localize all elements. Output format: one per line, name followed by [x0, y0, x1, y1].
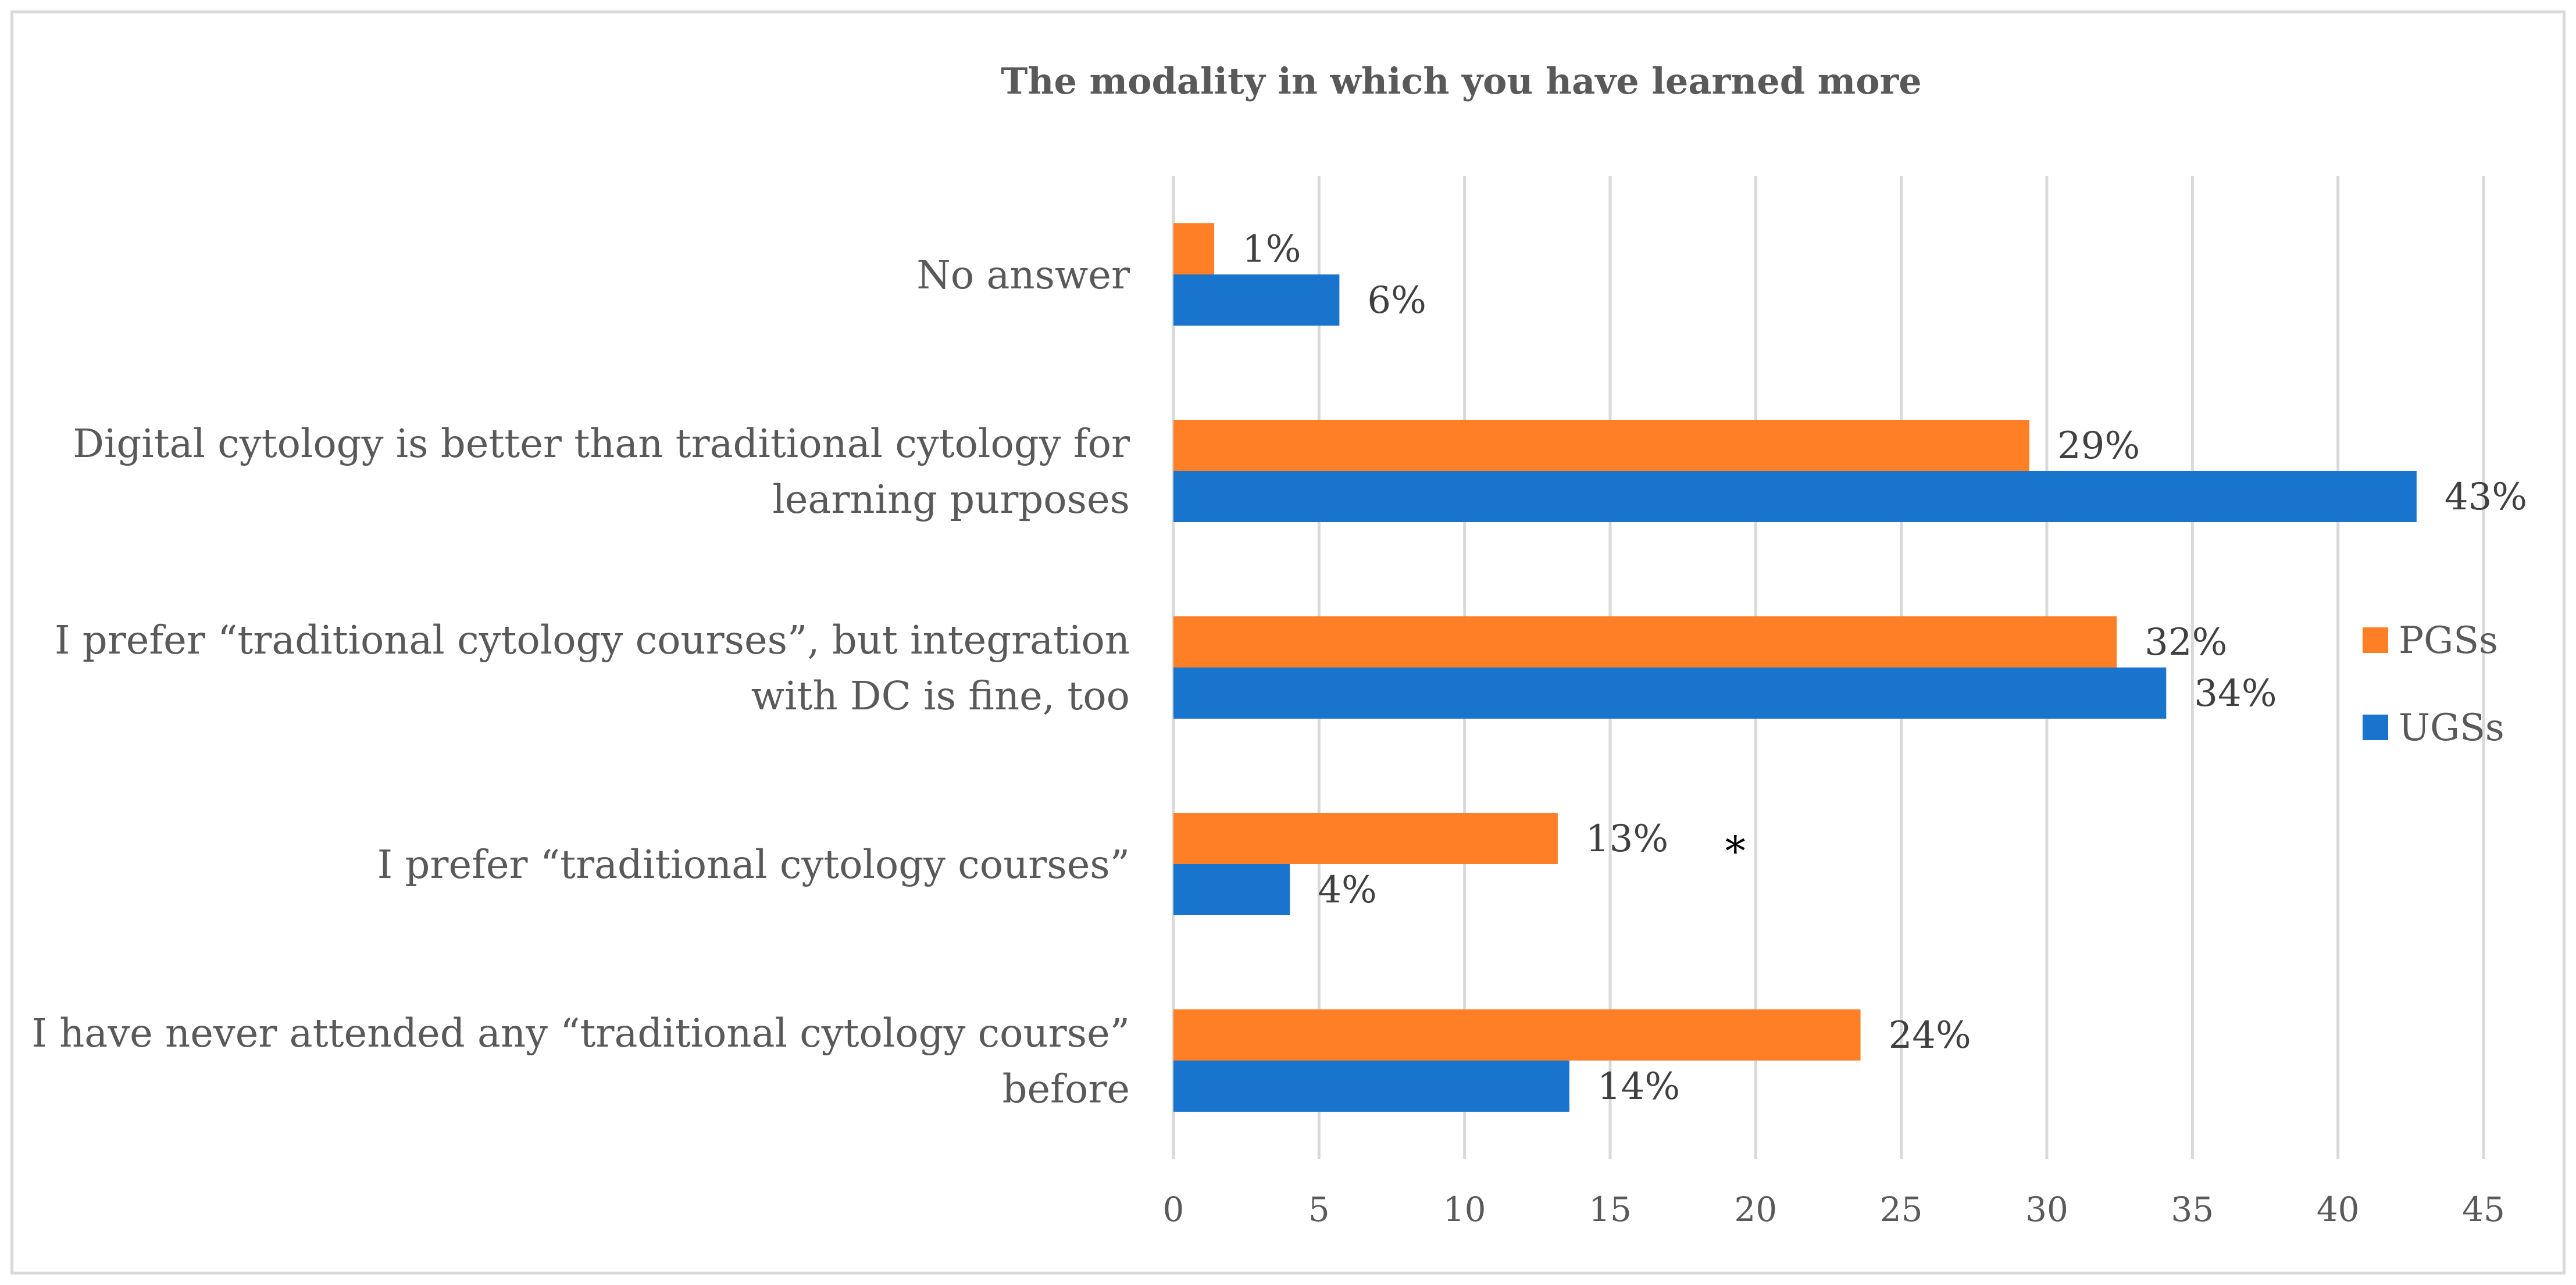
- x-tick-label: 5: [1308, 1190, 1330, 1229]
- chart-frame: The modality in which you have learned m…: [10, 10, 2566, 1275]
- data-label: 43%: [2445, 476, 2527, 519]
- annotations: *: [1725, 827, 1746, 875]
- category-labels: No answer Digital cytology is better than…: [31, 252, 1130, 1112]
- data-label: 24%: [1889, 1014, 1971, 1057]
- category-label: with DC is fine, too: [751, 673, 1130, 719]
- x-tick-label: 30: [2025, 1190, 2068, 1229]
- data-label: 4%: [1318, 869, 1377, 912]
- bar-pgss: [1173, 223, 1215, 274]
- category-label: I have never attended any “traditional c…: [31, 1011, 1130, 1056]
- data-label: 6%: [1367, 279, 1426, 322]
- x-tick-label: 0: [1163, 1190, 1184, 1229]
- legend: PGSs UGSs: [2363, 619, 2504, 749]
- x-tick-label: 10: [1443, 1190, 1486, 1229]
- bar-pgss: [1173, 420, 2029, 471]
- data-label: 1%: [1242, 228, 1301, 271]
- bar-ugss: [1173, 668, 2167, 719]
- category-label: learning purposes: [772, 477, 1130, 522]
- legend-label: PGSs: [2399, 619, 2498, 662]
- bar-ugss: [1173, 1061, 1569, 1112]
- bar-pgss: [1173, 1009, 1861, 1061]
- bar-chart: The modality in which you have learned m…: [31, 60, 2527, 1229]
- data-label: 14%: [1597, 1065, 1680, 1108]
- x-tick-label: 25: [1880, 1190, 1923, 1229]
- category-label: I prefer “traditional cytology courses”: [377, 842, 1130, 887]
- chart-title: The modality in which you have learned m…: [1001, 60, 1921, 102]
- category-label: before: [1002, 1066, 1130, 1112]
- data-label: 29%: [2057, 424, 2140, 467]
- legend-swatch-pgss: [2363, 627, 2388, 653]
- legend-swatch-ugss: [2363, 715, 2388, 740]
- x-tick-label: 45: [2462, 1190, 2505, 1229]
- legend-label: UGSs: [2399, 706, 2504, 749]
- category-label: I prefer “traditional cytology courses”,…: [55, 617, 1130, 663]
- bars: [1173, 223, 2417, 1112]
- x-tick-label: 35: [2171, 1190, 2214, 1229]
- data-labels: 1% 29% 32% 13% 24% 6% 43% 34% 4% 14%: [1242, 228, 2527, 1108]
- x-axis-ticks: 0 5 10 15 20 25 30 35 40 45: [1163, 1190, 2505, 1229]
- bar-pgss: [1173, 616, 2117, 668]
- x-tick-label: 40: [2317, 1190, 2360, 1229]
- bar-pgss: [1173, 813, 1558, 864]
- category-label: No answer: [916, 252, 1130, 298]
- x-tick-label: 15: [1589, 1190, 1632, 1229]
- x-tick-label: 20: [1734, 1190, 1777, 1229]
- significance-marker: *: [1725, 827, 1746, 875]
- bar-ugss: [1173, 274, 1340, 326]
- data-label: 34%: [2194, 672, 2277, 715]
- category-label: Digital cytology is better than traditio…: [73, 421, 1130, 466]
- bar-ugss: [1173, 864, 1290, 915]
- data-label: 13%: [1586, 818, 1668, 861]
- bar-ugss: [1173, 471, 2417, 522]
- data-label: 32%: [2145, 621, 2227, 664]
